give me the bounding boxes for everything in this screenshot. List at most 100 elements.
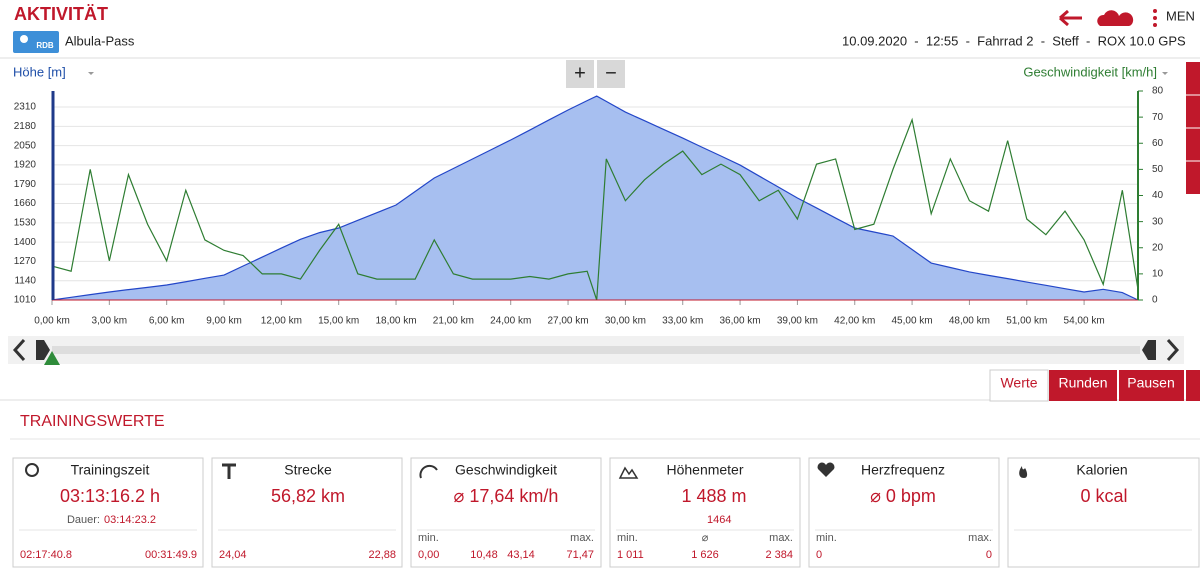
x-tick-label: 6,00 km [149,316,185,327]
slider-track [52,346,1140,354]
tab[interactable] [1119,370,1184,401]
x-tick-label: 39,00 km [777,316,818,327]
x-tick-label: 42,00 km [834,316,875,327]
back-button[interactable] [1059,9,1082,27]
x-tick-label: 9,00 km [206,316,242,327]
max-label: max. [769,532,793,544]
avg-label: ⌀ [702,532,709,544]
y-tick-label: 1530 [14,217,37,228]
card-title: Kalorien [1076,462,1127,478]
tab-active[interactable] [989,369,1049,402]
x-tick-label: 21,00 km [433,316,474,327]
downhill-time: 00:31:49.9 [145,549,197,561]
slider-right-handle[interactable] [1142,340,1156,360]
y2-tick-label: 70 [1152,112,1164,123]
x-tick-label: 36,00 km [719,316,760,327]
min-label: min. [418,532,439,544]
dropdown-caret[interactable] [88,72,94,75]
menu-dots[interactable] [1153,9,1157,27]
tab-label[interactable]: Werte [1000,375,1037,391]
descent-value: 1464 [707,514,731,526]
y2-tick-label: 80 [1152,86,1164,97]
zoom-in-label[interactable]: + [574,62,586,84]
dropdown-caret[interactable] [1162,72,1168,75]
slider-position-marker[interactable] [44,351,60,365]
y-tick-label: 1400 [14,237,37,248]
x-tick-label: 0,00 km [34,316,70,327]
max-value: 0 [986,549,992,561]
card-value: ⌀ 17,64 km/h [454,486,559,506]
badge-text: RDB [36,41,54,50]
card-title: Herzfrequenz [861,462,945,478]
card: Höhenmeter 1 488 m 1464 min. ⌀ max. 1 01… [609,457,801,568]
min-value: 1 011 [617,549,644,561]
card-value: 0 kcal [1080,486,1127,506]
card: Herzfrequenz ⌀ 0 bpm min. max. 0 0 [808,457,1000,568]
card-title: Strecke [284,462,332,478]
avg-value: 1 626 [691,549,719,561]
slider-left-handle[interactable] [36,340,50,360]
y-tick-label: 1920 [14,160,37,171]
zoom-in-button[interactable] [566,60,594,88]
uphill-distance: 24,04 [219,549,247,561]
y2-tick-label: 50 [1152,164,1164,175]
max-value: 2 384 [765,549,793,561]
card-value: 56,82 km [271,486,345,506]
y-tick-label: 1660 [14,198,37,209]
y2-tick-label: 60 [1152,138,1164,149]
side-toolbar-dividers [1186,94,1200,162]
page-title: AKTIVITÄT [14,4,108,24]
avg-downhill-value: 43,14 [507,549,535,561]
right-axis-label[interactable]: Geschwindigkeit [km/h] [1023,64,1157,79]
tab-label[interactable]: Runden [1058,375,1107,391]
badge-icon [20,35,28,43]
min-label: min. [617,532,638,544]
card-title: Trainingszeit [71,462,150,478]
max-label: max. [968,532,992,544]
zoom-out-label[interactable]: − [605,62,617,84]
min-value: 0 [816,549,822,561]
card-value: 1 488 m [681,486,746,506]
elevation-area [52,96,1138,300]
x-tick-label: 12,00 km [261,316,302,327]
y-tick-label: 2310 [14,102,37,113]
tab-label[interactable]: Pausen [1127,375,1174,391]
card-value: ⌀ 0 bpm [870,486,936,506]
slider-left-arrow[interactable] [12,338,26,362]
x-tick-label: 48,00 km [949,316,990,327]
elevation-line [51,95,1139,301]
y-tick-label: 2050 [14,140,37,151]
y-tick-label: 1140 [14,275,36,286]
card-value: 03:13:16.2 h [60,486,160,506]
y2-tick-label: 10 [1152,269,1164,280]
max-label: max. [570,532,594,544]
x-tick-label: 27,00 km [547,316,588,327]
y2-tick-label: 40 [1152,190,1164,201]
card: Strecke 56,82 km 24,04 22,88 [211,457,403,568]
x-tick-label: 51,00 km [1006,316,1047,327]
y2-tick-label: 20 [1152,242,1164,253]
zoom-out-button[interactable] [597,60,625,88]
activity-info: 10.09.2020 - 12:55 - Fahrrad 2 - Steff -… [842,33,1186,48]
x-tick-label: 24,00 km [490,316,531,327]
left-axis-label[interactable]: Höhe [m] [13,64,66,79]
route-name: Albula-Pass [65,33,135,48]
downhill-distance: 22,88 [368,549,396,561]
tab[interactable] [1049,370,1117,401]
card: Trainingszeit 03:13:16.2 h Dauer: 03:14:… [12,457,204,568]
min-label: min. [816,532,837,544]
y2-tick-label: 30 [1152,216,1164,227]
slider-right-arrow[interactable] [1166,338,1180,362]
card-title: Höhenmeter [666,462,743,478]
duration-label: Dauer: [67,514,100,526]
plot: 1010114012701400153016601790192020502180… [14,86,1164,327]
x-tick-label: 30,00 km [605,316,646,327]
duration-value: 03:14:23.2 [104,514,156,526]
tab-more[interactable] [1186,370,1200,401]
menu-label[interactable]: MEN [1166,8,1195,23]
avg-uphill-value: 10,48 [470,549,498,561]
cloud-sync-button[interactable] [1097,10,1134,26]
card: Geschwindigkeit ⌀ 17,64 km/h min. max. 0… [410,457,602,568]
